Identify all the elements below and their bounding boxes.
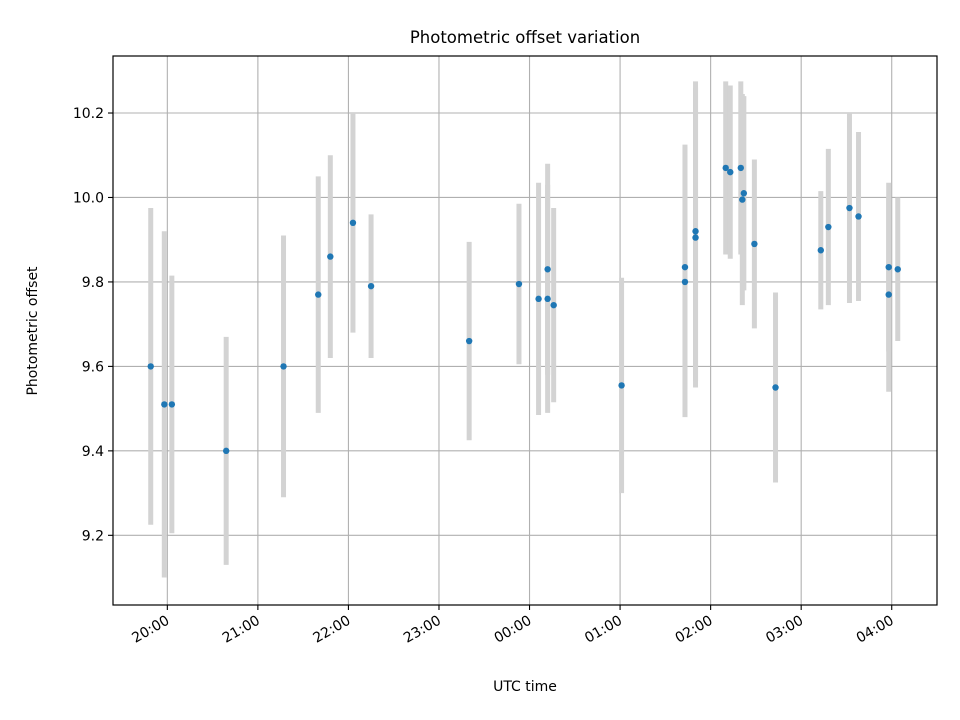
- plot-frame: [112, 55, 938, 606]
- data-point: [550, 301, 557, 309]
- y-tick-label: 9.2: [82, 528, 104, 544]
- y-tick-label: 9.8: [82, 275, 104, 291]
- data-point: [618, 382, 625, 389]
- data-point: [727, 168, 734, 176]
- data-point: [751, 240, 758, 248]
- data-point: [465, 337, 473, 345]
- y-axis-label: Photometric offset: [25, 266, 41, 396]
- data-point: [692, 234, 699, 241]
- data-point: [535, 295, 542, 303]
- data-point: [846, 204, 853, 212]
- data-point: [855, 213, 862, 220]
- data-point: [327, 253, 334, 260]
- data-point: [681, 263, 689, 271]
- data-point: [817, 247, 824, 254]
- y-tick-label: 9.4: [82, 444, 104, 460]
- data-point: [544, 295, 551, 303]
- chart-title: Photometric offset variation: [410, 28, 640, 47]
- data-point: [147, 363, 154, 370]
- y-tick-label: 10.0: [73, 190, 104, 206]
- data-point: [544, 266, 551, 273]
- data-point: [825, 223, 832, 231]
- x-axis-label: UTC time: [493, 679, 557, 695]
- data-point: [222, 447, 230, 455]
- data-point: [280, 363, 287, 370]
- data-point: [515, 280, 523, 288]
- y-axis: 9.2 9.4 9.6 9.8 10.0 10.2: [73, 106, 113, 544]
- data-points: [147, 164, 901, 455]
- data-point: [692, 228, 699, 235]
- data-point: [681, 278, 689, 286]
- data-point: [722, 164, 729, 172]
- data-point: [349, 219, 357, 227]
- data-point: [168, 401, 176, 408]
- data-point: [894, 266, 901, 273]
- data-point: [772, 384, 779, 391]
- y-tick-label: 10.2: [73, 106, 104, 122]
- data-point: [161, 401, 168, 408]
- y-tick-label: 9.6: [82, 359, 104, 375]
- data-point: [885, 263, 892, 271]
- data-point: [885, 291, 892, 298]
- data-point: [367, 282, 375, 290]
- data-point: [739, 196, 746, 203]
- data-point: [315, 291, 322, 298]
- data-point: [740, 190, 748, 197]
- data-point: [737, 164, 745, 172]
